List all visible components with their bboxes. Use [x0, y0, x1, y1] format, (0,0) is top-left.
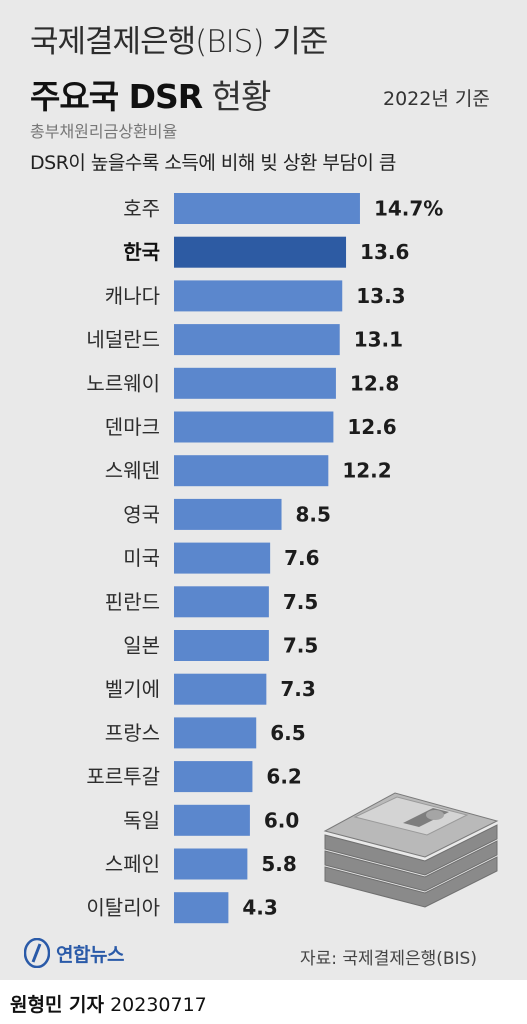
value-label: 14.7%: [374, 197, 443, 221]
infographic-card: 국제결제은행(BIS) 기준 주요국 DSR 현황 2022년 기준 총부채원리…: [0, 0, 527, 980]
bar-미국: [174, 542, 271, 574]
brand-name: 연합뉴스: [56, 943, 124, 966]
category-label: 독일: [123, 808, 160, 832]
bar-스페인: [174, 848, 248, 880]
banknote-stack-illustration: [323, 792, 499, 908]
bar-한국: [174, 236, 347, 268]
value-label: 13.3: [356, 284, 405, 308]
bar-네덜란드: [174, 324, 340, 356]
value-label: 6.0: [264, 808, 299, 832]
subtitle: 총부채원리금상환비율: [30, 122, 178, 141]
title-line1: 국제결제은행(BIS) 기준: [30, 24, 328, 60]
value-label: 6.5: [270, 721, 305, 745]
main-title-light: 현황: [211, 77, 272, 116]
main-title-bold: 주요국 DSR: [30, 77, 203, 116]
category-label: 프랑스: [105, 721, 160, 745]
value-label: 7.5: [283, 634, 318, 658]
value-label: 13.1: [354, 328, 403, 352]
value-label: 7.5: [283, 590, 318, 614]
byline: 원형민 기자 20230717: [10, 990, 207, 1017]
bar-덴마크: [174, 411, 334, 443]
bar-독일: [174, 804, 250, 836]
category-label: 호주: [123, 197, 160, 221]
bar-노르웨이: [174, 367, 336, 399]
reporter: 원형민 기자: [10, 994, 105, 1016]
publish-date: 20230717: [110, 994, 207, 1016]
value-label: 7.3: [280, 677, 315, 701]
source: 자료: 국제결제은행(BIS): [300, 949, 477, 969]
category-label: 이탈리아: [86, 896, 160, 920]
category-label: 일본: [123, 634, 160, 658]
bar-호주: [174, 193, 360, 224]
description: DSR이 높을수록 소득에 비해 빚 상환 부담이 큼: [30, 152, 396, 174]
bar-핀란드: [174, 586, 269, 618]
basis-year: 2022년 기준: [383, 88, 490, 110]
brand-logo: 연합뉴스: [24, 938, 124, 968]
value-label: 12.8: [350, 371, 399, 395]
value-label: 8.5: [296, 502, 331, 526]
bar-스웨덴: [174, 455, 329, 487]
category-label: 노르웨이: [86, 371, 160, 395]
category-label: 덴마크: [105, 415, 160, 439]
value-label: 6.2: [266, 765, 301, 789]
category-label: 스웨덴: [105, 459, 160, 483]
value-label: 12.2: [342, 459, 391, 483]
category-label: 벨기에: [105, 677, 160, 701]
bar-캐나다: [174, 280, 343, 312]
bar-chart: 호주 14.7% 한국 13.6 캐나다 13.3 네덜란드 13.1 노르웨이 12.8 덴마크 1…: [86, 193, 443, 924]
value-label: 5.8: [261, 852, 296, 876]
value-label: 7.6: [284, 546, 319, 570]
bar-일본: [174, 630, 269, 661]
category-label: 영국: [123, 502, 160, 526]
bar-영국: [174, 498, 282, 530]
category-label: 네덜란드: [86, 328, 160, 352]
bar-포르투갈: [174, 761, 253, 793]
category-label: 미국: [123, 546, 160, 570]
category-label: 캐나다: [105, 284, 160, 308]
bar-이탈리아: [174, 892, 229, 924]
category-label: 포르투갈: [86, 765, 160, 789]
category-label: 스페인: [105, 852, 160, 876]
category-label: 핀란드: [105, 590, 160, 614]
value-label: 12.6: [347, 415, 396, 439]
main-title: 주요국 DSR 현황: [30, 70, 272, 118]
bar-프랑스: [174, 717, 257, 749]
value-label: 13.6: [360, 240, 409, 264]
category-label: 한국: [123, 240, 160, 264]
bar-벨기에: [174, 673, 267, 705]
value-label: 4.3: [242, 896, 277, 920]
yonhap-logo-icon: [24, 938, 50, 968]
